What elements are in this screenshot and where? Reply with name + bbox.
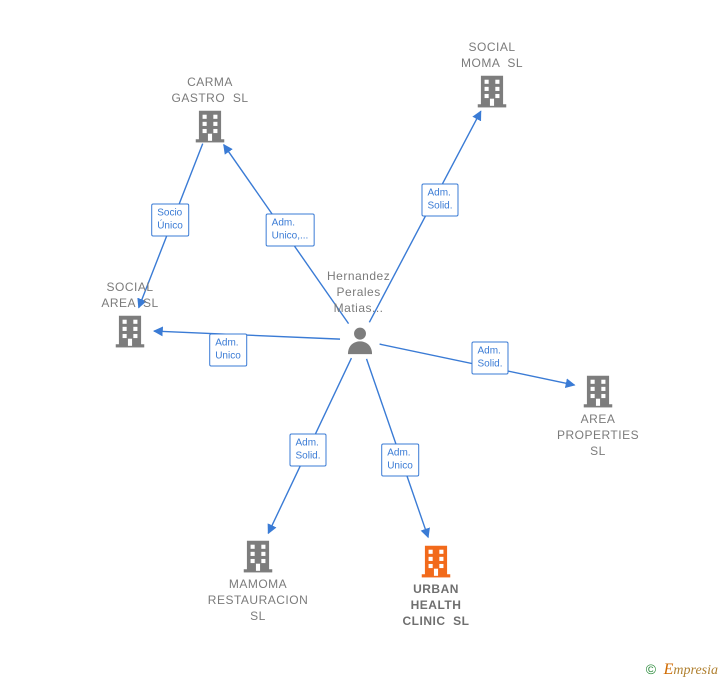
building-icon: [579, 371, 617, 409]
person-label: Hernandez Perales Matias...: [327, 268, 390, 317]
node-person-center[interactable]: [343, 323, 377, 357]
building-icon: [417, 541, 455, 579]
node-label: SOCIAL MOMA SL: [461, 40, 523, 70]
edge-person-area_sl: [154, 331, 340, 339]
brand-cap: E: [664, 661, 674, 678]
edge-label-person-carma: Adm. Unico,...: [266, 214, 315, 247]
watermark: © Empresia: [646, 661, 718, 679]
node-moma[interactable]: SOCIAL MOMA SL: [461, 39, 523, 111]
building-icon: [111, 311, 149, 349]
brand-rest: mpresia: [673, 663, 718, 678]
node-label: URBAN HEALTH CLINIC SL: [403, 582, 470, 628]
node-areaprop[interactable]: AREA PROPERTIES SL: [557, 371, 639, 460]
edge-label-person-urban: Adm. Unico: [381, 444, 419, 477]
edge-label-person-mamoma: Adm. Solid.: [289, 434, 326, 467]
node-urban[interactable]: URBAN HEALTH CLINIC SL: [403, 541, 470, 630]
node-label: AREA PROPERTIES SL: [557, 412, 639, 458]
edge-label-person-moma: Adm. Solid.: [421, 184, 458, 217]
node-carma[interactable]: CARMA GASTRO SL: [171, 74, 248, 146]
edge-label-person-areaprop: Adm. Solid.: [471, 342, 508, 375]
node-area_sl[interactable]: SOCIAL AREA SL: [101, 279, 158, 351]
node-label: SOCIAL AREA SL: [101, 280, 158, 310]
diagram-canvas: CARMA GASTRO SL SOCIAL MOMA SL SOCIAL AR…: [0, 0, 728, 685]
edge-label-carma-area_sl: Socio Único: [151, 204, 189, 237]
building-icon: [191, 106, 229, 144]
copyright-symbol: ©: [646, 661, 656, 677]
building-icon: [473, 71, 511, 109]
node-label: CARMA GASTRO SL: [171, 75, 248, 105]
person-icon: [343, 323, 377, 357]
node-mamoma[interactable]: MAMOMA RESTAURACION SL: [208, 536, 308, 625]
building-icon: [239, 536, 277, 574]
edge-label-person-area_sl: Adm. Unico: [209, 334, 247, 367]
node-label: MAMOMA RESTAURACION SL: [208, 577, 308, 623]
